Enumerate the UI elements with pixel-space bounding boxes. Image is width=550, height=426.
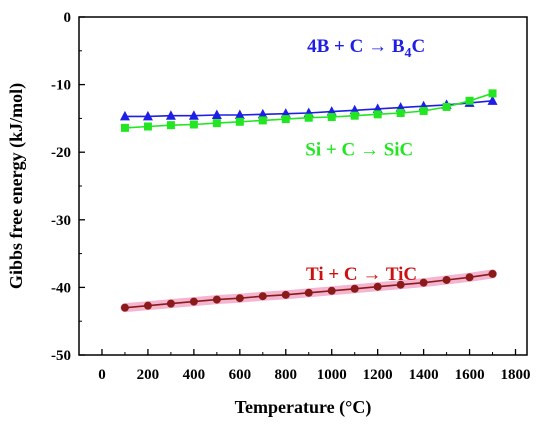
x-tick-label: 1600	[455, 367, 485, 383]
data-point-sic	[189, 120, 198, 129]
data-point-tic	[327, 286, 336, 295]
x-tick-label: 1400	[409, 367, 439, 383]
data-point-tic	[396, 280, 405, 289]
data-point-tic	[212, 295, 221, 304]
y-tick-label: -20	[51, 145, 71, 161]
data-point-b4c	[234, 109, 245, 120]
data-point-sic	[304, 113, 313, 122]
data-point-sic	[143, 122, 152, 131]
data-point-tic	[419, 278, 428, 287]
data-point-tic	[166, 299, 175, 308]
data-point-tic	[350, 284, 359, 293]
x-tick-label: 200	[137, 367, 160, 383]
data-point-tic	[304, 288, 313, 297]
data-point-sic	[419, 106, 428, 115]
y-tick-label: -50	[51, 348, 71, 364]
data-point-tic	[235, 294, 244, 303]
data-point-sic	[442, 102, 451, 111]
data-point-sic	[465, 96, 474, 105]
data-point-sic	[166, 121, 175, 130]
x-tick-label: 1200	[363, 367, 393, 383]
data-point-sic	[281, 115, 290, 124]
series-sic	[120, 89, 497, 132]
x-tick-label: 1800	[501, 367, 531, 383]
y-tick-label: -40	[51, 280, 71, 296]
data-point-sic	[373, 110, 382, 119]
data-point-tic	[442, 275, 451, 284]
x-tick-label: 800	[275, 367, 298, 383]
data-point-b4c	[142, 110, 153, 121]
series-tic	[120, 269, 497, 313]
data-point-b4c	[119, 110, 130, 121]
x-tick-label: 600	[229, 367, 252, 383]
y-tick-label: 0	[64, 10, 72, 26]
y-tick-label: -30	[51, 213, 71, 229]
data-point-tic	[281, 290, 290, 299]
annotation-part: 4B + C → B	[307, 36, 405, 57]
x-tick-label: 0	[98, 367, 106, 383]
data-point-sic	[396, 108, 405, 117]
data-point-tic	[189, 297, 198, 306]
data-point-tic	[120, 303, 129, 312]
annotation-part: Ti + C → TiC	[306, 264, 417, 285]
data-point-sic	[120, 123, 129, 132]
annotation-sic: Si + C → SiC	[305, 140, 413, 161]
annotation-part: 4	[405, 46, 412, 61]
x-tick-label: 1000	[317, 367, 347, 383]
data-point-sic	[212, 119, 221, 128]
annotation-b4c: 4B + C → B4C	[307, 36, 425, 61]
data-point-b4c	[188, 110, 199, 120]
data-point-b4c	[165, 110, 176, 120]
data-point-sic	[327, 113, 336, 122]
data-point-tic	[465, 273, 474, 282]
data-point-tic	[258, 292, 267, 301]
data-point-b4c	[487, 95, 498, 105]
data-point-sic	[488, 89, 497, 98]
data-point-tic	[373, 282, 382, 291]
y-axis-title: Gibbs free energy (kJ/mol)	[6, 83, 27, 289]
data-point-sic	[350, 111, 359, 120]
data-point-b4c	[257, 108, 268, 119]
annotation-tic: Ti + C → TiC	[306, 264, 417, 285]
data-point-sic	[258, 116, 267, 125]
data-point-b4c	[211, 109, 222, 120]
annotation-part: Si + C → SiC	[305, 140, 413, 161]
x-tick-label: 400	[183, 367, 206, 383]
data-point-tic	[488, 269, 497, 278]
x-axis-title: Temperature (°C)	[235, 397, 372, 418]
data-point-tic	[143, 301, 152, 310]
y-tick-label: -10	[51, 78, 71, 94]
data-point-sic	[235, 117, 244, 126]
annotation-part: C	[412, 36, 426, 57]
